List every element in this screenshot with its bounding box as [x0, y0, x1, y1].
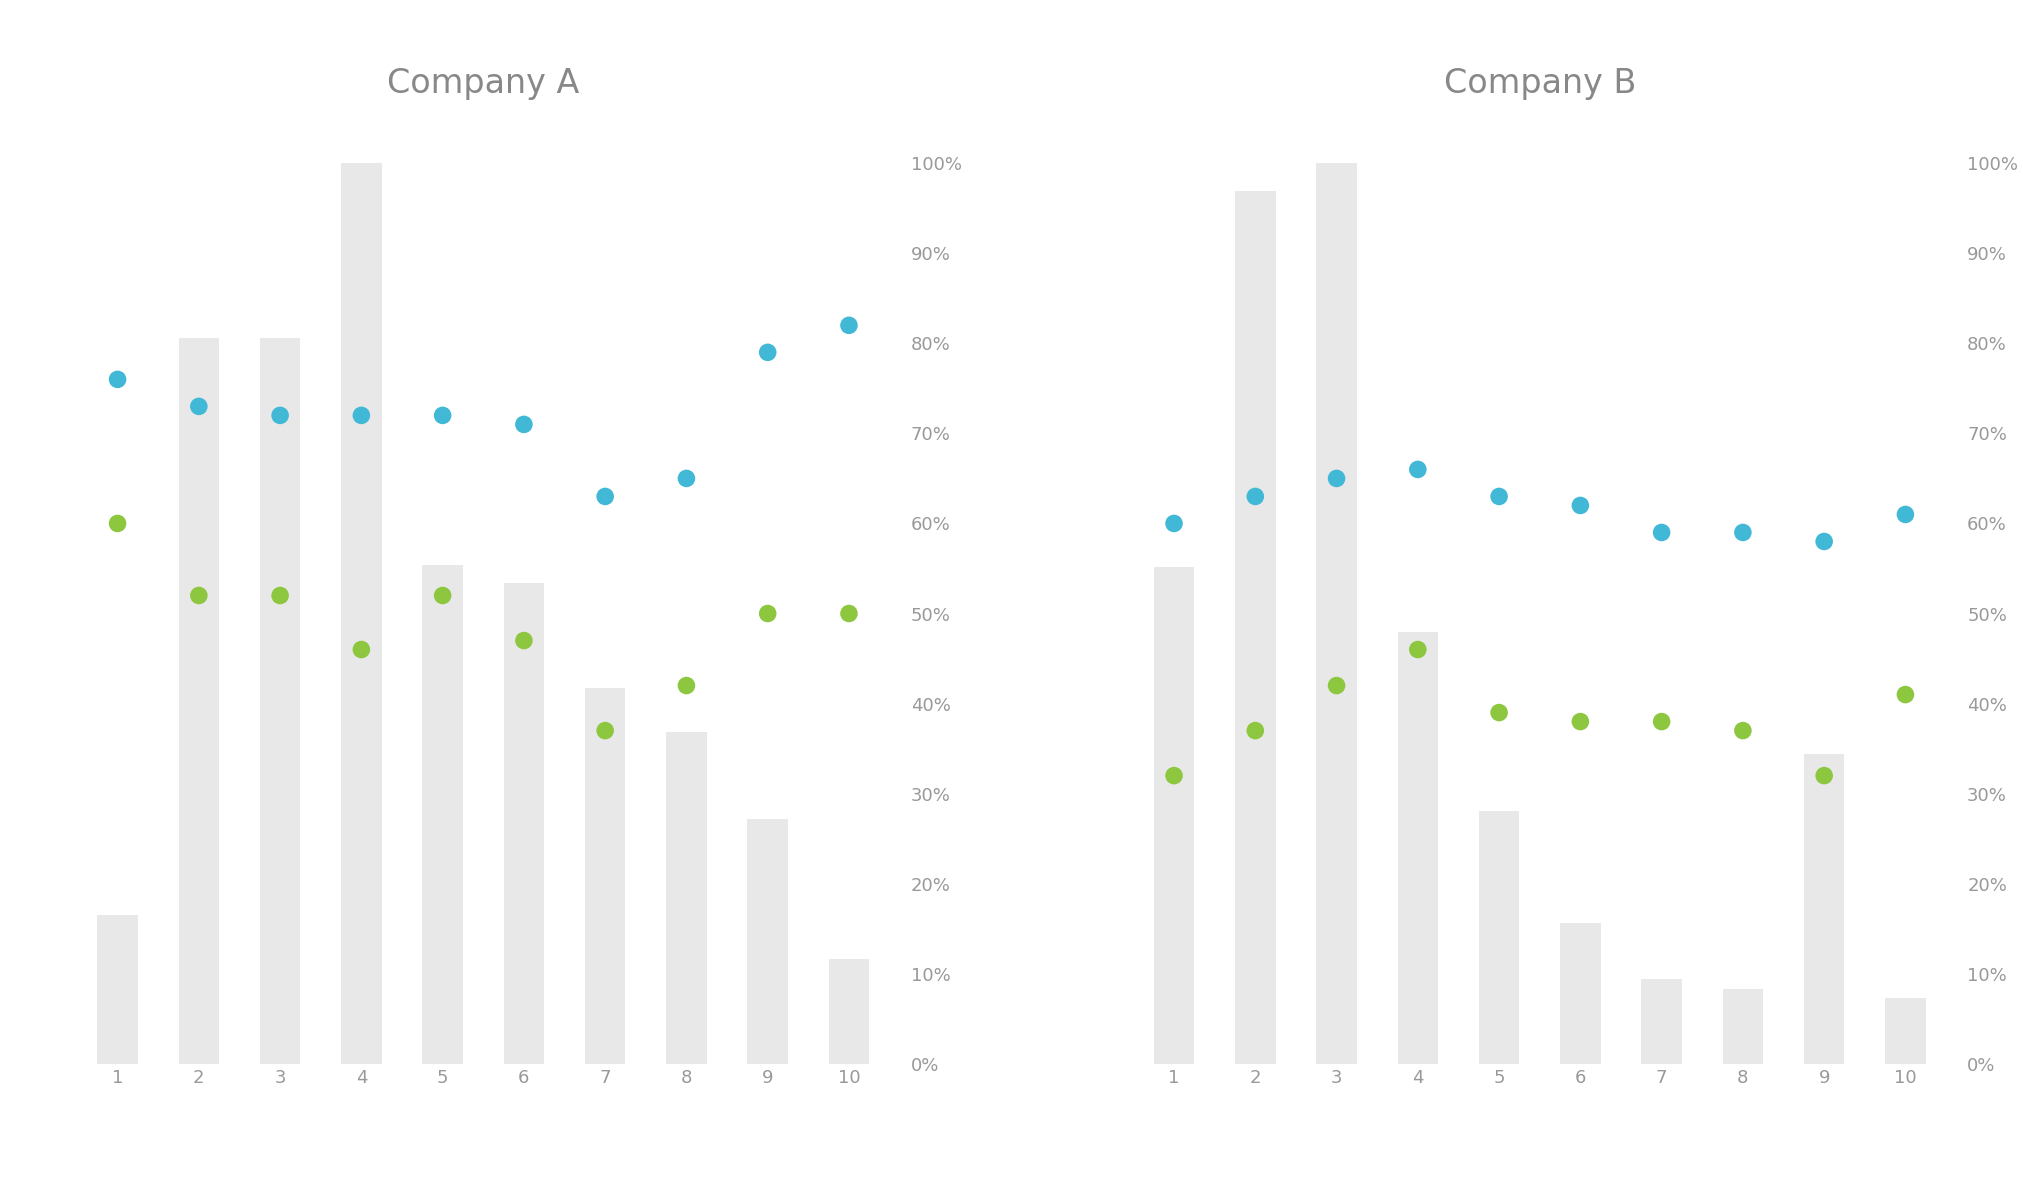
Bar	[585, 688, 625, 1064]
Point	[1645, 522, 1677, 541]
Title: Company B: Company B	[1444, 67, 1637, 100]
Point	[1483, 487, 1515, 506]
Point	[508, 631, 540, 650]
Point	[346, 405, 378, 424]
Point	[1564, 496, 1596, 515]
Point	[1240, 487, 1272, 506]
Bar	[1641, 980, 1681, 1064]
Point	[1889, 686, 1922, 704]
Point	[508, 415, 540, 434]
Point	[101, 370, 134, 389]
Bar	[1722, 989, 1764, 1064]
Point	[1157, 766, 1190, 785]
Bar	[1885, 998, 1926, 1064]
Bar	[1398, 632, 1438, 1064]
Point	[589, 487, 621, 506]
Bar	[829, 959, 870, 1064]
Bar	[178, 338, 218, 1064]
Title: Company A: Company A	[386, 67, 579, 100]
Bar	[259, 338, 301, 1064]
Point	[263, 405, 295, 424]
Point	[101, 514, 134, 533]
Point	[1889, 505, 1922, 524]
Point	[1483, 703, 1515, 722]
Point	[346, 641, 378, 660]
Point	[1402, 460, 1434, 479]
Bar	[1317, 163, 1357, 1064]
Point	[1321, 676, 1353, 695]
Bar	[342, 163, 382, 1064]
Bar	[504, 583, 544, 1064]
Point	[1809, 532, 1841, 551]
Point	[263, 586, 295, 605]
Point	[1240, 721, 1272, 740]
Point	[1321, 469, 1353, 488]
Point	[182, 586, 214, 605]
Point	[589, 721, 621, 740]
Point	[1809, 766, 1841, 785]
Bar	[1234, 191, 1277, 1064]
Bar	[1805, 754, 1845, 1064]
Point	[1728, 721, 1760, 740]
Point	[1728, 522, 1760, 541]
Point	[670, 676, 702, 695]
Bar	[1560, 923, 1600, 1064]
Bar	[746, 819, 789, 1064]
Point	[751, 343, 783, 362]
Point	[1402, 641, 1434, 660]
Point	[1564, 712, 1596, 730]
Point	[751, 604, 783, 623]
Bar	[97, 915, 138, 1064]
Point	[182, 397, 214, 416]
Point	[670, 469, 702, 488]
Point	[833, 604, 866, 623]
Point	[833, 316, 866, 335]
Bar	[666, 732, 706, 1064]
Bar	[1479, 811, 1519, 1064]
Bar	[423, 565, 463, 1064]
Point	[427, 586, 459, 605]
Point	[1645, 712, 1677, 730]
Point	[427, 405, 459, 424]
Bar	[1153, 566, 1194, 1064]
Point	[1157, 514, 1190, 533]
